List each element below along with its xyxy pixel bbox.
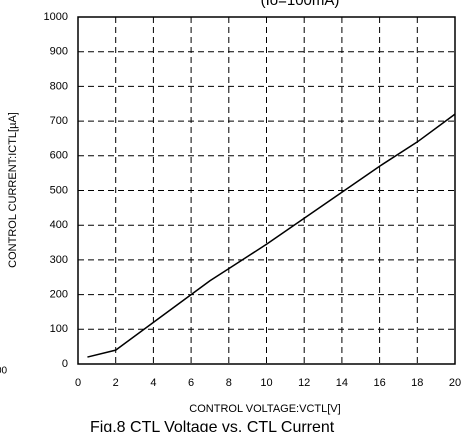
data-line [87,113,456,358]
x-axis-label: CONTROL VOLTAGE:VCTL[V] [189,403,340,415]
x-tick-label: 20 [449,377,461,389]
fragment-label: 00 [0,366,8,377]
chart-title: (Io=100mA) [261,0,340,9]
y-tick-label: 200 [50,289,68,301]
x-tick-label: 2 [113,377,119,389]
y-tick-label: 100 [50,323,68,335]
plot-frame [77,16,456,365]
y-tick-label: 500 [50,184,68,196]
x-tick-label: 18 [411,377,423,389]
x-tick-label: 14 [336,377,348,389]
y-tick-label: 700 [50,115,68,127]
y-tick-label: 400 [50,219,68,231]
x-tick-label: 4 [150,377,156,389]
y-tick-label: 900 [50,46,68,58]
y-axis-label: CONTROL CURRENT:ICTL[µA] [7,112,19,268]
caption: Fig.8 CTL Voltage vs. CTL Current [90,419,335,432]
x-tick-label: 10 [260,377,272,389]
x-tick-label: 16 [373,377,385,389]
y-tick-label: 0 [62,358,68,370]
x-tick-label: 0 [75,377,81,389]
y-tick-label: 1000 [44,11,68,23]
x-tick-label: 8 [226,377,232,389]
y-tick-label: 300 [50,254,68,266]
x-tick-label: 12 [298,377,310,389]
y-tick-label: 800 [50,80,68,92]
y-tick-label: 600 [50,150,68,162]
x-tick-label: 6 [188,377,194,389]
